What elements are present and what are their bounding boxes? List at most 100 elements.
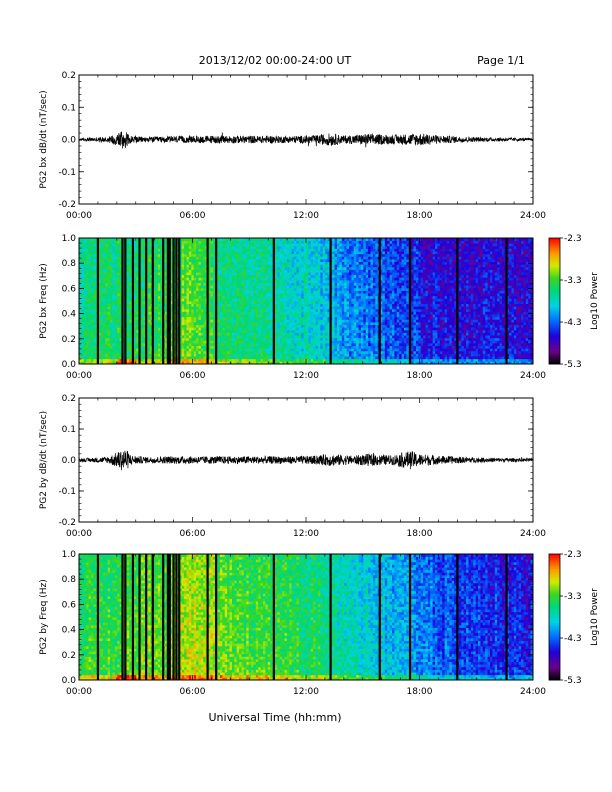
data-gap-line (272, 554, 275, 680)
colorbar-step (549, 608, 560, 612)
colorbar-step (549, 307, 560, 310)
colorbar-step (549, 256, 560, 260)
colorbar-step (549, 259, 560, 262)
colorbar-step (549, 355, 560, 359)
colorbar-step (549, 562, 560, 565)
colorbar-step (549, 336, 560, 340)
colorbar-step (549, 353, 560, 357)
y-tick-label: -0.2 (58, 518, 76, 528)
colorbar-step (549, 330, 560, 333)
data-gap-line (175, 554, 178, 680)
colorbar-tick-label: -3.3 (564, 592, 582, 602)
colorbar-step (549, 644, 560, 647)
y-tick-label: 0.0 (62, 360, 77, 370)
colorbar-step (549, 631, 560, 635)
x-tick-label: 18:00 (407, 529, 433, 539)
x-tick-label: 18:00 (407, 371, 433, 381)
colorbar-step (549, 591, 560, 595)
colorbar-step (549, 351, 560, 354)
colorbar-step (549, 242, 560, 245)
data-gap-line (456, 554, 459, 680)
colorbar-step (549, 311, 560, 315)
data-gaps (96, 554, 508, 680)
data-gap-line (408, 554, 412, 680)
colorbar-step (549, 340, 560, 344)
colorbar-step (549, 286, 560, 289)
x-axis: 00:00 06:00 12:00 18:00 24:00 (66, 75, 546, 221)
y-axis-label: PG2 bx Freq (Hz) (39, 263, 49, 339)
colorbar-frame (548, 237, 561, 365)
data-gap-line (124, 238, 127, 364)
colorbar-frame (548, 553, 561, 681)
colorbar-step (549, 267, 560, 270)
colorbar-step (549, 265, 560, 268)
data-gap-line (162, 238, 165, 364)
data-gap-line (456, 238, 459, 364)
colorbar-step (549, 269, 560, 273)
y-tick-label: 0.8 (62, 575, 77, 585)
x-tick-label: 12:00 (293, 687, 319, 697)
panels: 0.2 0.1 0.0 -0.1 -0.2 00:00 06:00 12:00 18:00 24:… (39, 71, 600, 697)
colorbar-step (549, 556, 560, 559)
colorbar-step (549, 305, 560, 308)
data-gap-line (378, 238, 381, 364)
colorbar-step (549, 244, 560, 247)
data-gap-line (505, 238, 508, 364)
colorbar-step (549, 248, 560, 252)
data-gap-line (172, 554, 175, 680)
colorbar-step (549, 600, 560, 603)
data-gap-line (505, 554, 508, 680)
colorbar-step (549, 596, 560, 599)
colorbar-step (549, 654, 560, 658)
colorbar-step (549, 652, 560, 656)
colorbar-step (549, 263, 560, 266)
colorbar-step (549, 570, 560, 574)
y-tick-label: 0.0 (62, 136, 77, 146)
data-gap-line (145, 238, 148, 364)
x-tick-label: 00:00 (66, 211, 92, 221)
colorbar-step (549, 309, 560, 312)
x-axis-title: Universal Time (hh:mm) (209, 711, 342, 724)
x-tick-label: 12:00 (293, 211, 319, 221)
colorbar-step (549, 648, 560, 652)
y-axis-label: PG2 by Freq (Hz) (39, 579, 49, 655)
colorbar-step (549, 301, 560, 304)
data-gap-line (162, 554, 165, 680)
colorbar-step (549, 612, 560, 616)
colorbar-tick-label: -4.3 (564, 318, 582, 328)
colorbar-step (549, 282, 560, 285)
data-gap-line (121, 238, 124, 364)
x-tick-label: 24:00 (520, 529, 546, 539)
y-axis: 0.2 0.1 0.0 -0.1 -0.2 (58, 71, 533, 210)
colorbar-step (549, 273, 560, 277)
x-tick-label: 24:00 (520, 687, 546, 697)
y-tick-label: -0.1 (58, 168, 76, 178)
x-tick-label: 12:00 (293, 371, 319, 381)
colorbar-step (549, 625, 560, 628)
x-tick-label: 18:00 (407, 687, 433, 697)
colorbar-step (549, 298, 560, 302)
panel-1: 0.2 0.1 0.0 -0.1 -0.200:00 06:00 12:00 18:00 24:… (39, 71, 546, 221)
colorbar-step (549, 317, 560, 321)
colorbar-step (549, 593, 560, 597)
y-tick-label: 0.1 (62, 103, 76, 113)
colorbar-step (549, 349, 560, 352)
x-tick-label: 12:00 (293, 529, 319, 539)
data-gap-line (131, 238, 135, 364)
colorbar-step (549, 313, 560, 317)
colorbar-step (549, 671, 560, 675)
colorbar-step (549, 656, 560, 660)
data-gap-line (138, 554, 141, 680)
y-tick-label: 0.2 (62, 335, 76, 345)
colorbar-step (549, 669, 560, 673)
data-gap-line (124, 554, 127, 680)
colorbar: -2.3 -3.3 -4.3 -5.3 Log10 Power (548, 234, 600, 370)
data-gap-line (168, 238, 171, 364)
colorbar-step (549, 290, 560, 294)
x-axis: 00:00 06:00 12:00 18:00 24:00 (66, 554, 546, 697)
colorbar-step (549, 610, 560, 614)
colorbar-step (549, 319, 560, 323)
colorbar-step (549, 621, 560, 624)
